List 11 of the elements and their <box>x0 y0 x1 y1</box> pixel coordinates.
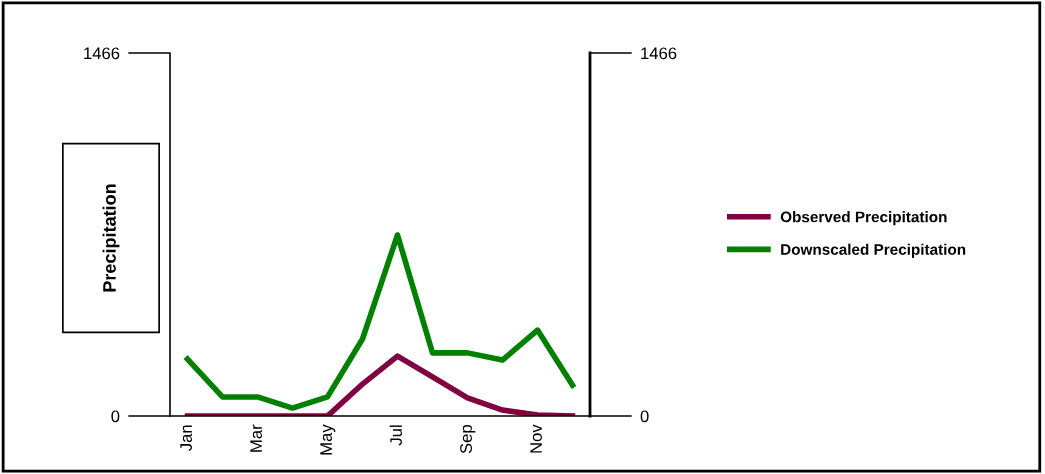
legend-label: Observed Precipitation <box>780 211 947 226</box>
x-tick-label: Sep <box>460 425 476 454</box>
y-axis-title: Precipitation <box>102 184 120 292</box>
x-tick-label: May <box>320 424 336 455</box>
x-tick-label: Mar <box>250 424 262 452</box>
x-tick-label: Nov <box>530 424 542 453</box>
x-tick-label: Jan <box>180 425 192 451</box>
y2-tick-label: 1466 <box>641 47 677 60</box>
y2-tick-label: 0 <box>640 410 649 423</box>
legend-label: Downscaled Precipitation <box>781 243 966 258</box>
x-tick-label: Jul <box>389 425 402 446</box>
